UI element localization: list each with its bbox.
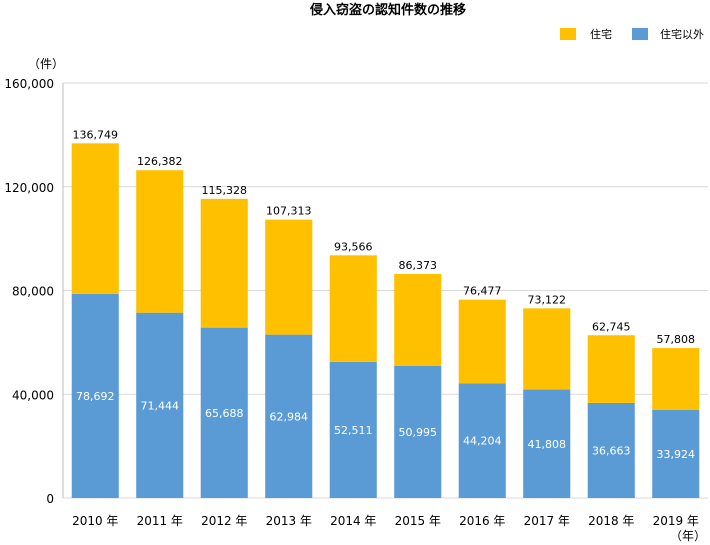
segment-label: 36,663 (592, 444, 631, 457)
segment-label: 50,995 (399, 426, 438, 439)
total-label: 93,566 (334, 240, 373, 253)
total-label: 73,122 (528, 293, 567, 306)
x-axis-unit: （年） (670, 529, 706, 543)
y-tick-label: 80,000 (12, 285, 54, 299)
total-label: 86,373 (399, 259, 438, 272)
bar-segment (523, 308, 571, 390)
segment-label: 71,444 (141, 399, 180, 412)
legend: 住宅 住宅以外 (560, 27, 704, 41)
x-axis-ticks: 2010 年 2011 年 2012 年 2013 年 2014 年 2015 年 2016… (72, 514, 699, 528)
x-tick-label: 2015 年 (395, 514, 441, 528)
bar-segment (71, 293, 119, 498)
segment-label: 65,688 (205, 407, 244, 420)
y-tick-label: 40,000 (12, 388, 54, 402)
segment-label: 78,692 (76, 390, 115, 403)
legend-swatch-non-residential (632, 28, 648, 40)
legend-label-non-residential: 住宅以外 (660, 27, 704, 41)
segment-label: 33,924 (657, 448, 696, 461)
segment-label: 44,204 (463, 435, 502, 448)
total-label: 115,328 (202, 184, 248, 197)
data-labels: 136,749 78,692 126,382 71,444 115,328 65,688 1… (73, 128, 696, 461)
total-label: 62,745 (592, 320, 631, 333)
total-label: 126,382 (137, 155, 183, 168)
x-tick-label: 2013 年 (266, 514, 312, 528)
legend-label-residential: 住宅 (590, 27, 612, 41)
y-tick-label: 160,000 (4, 77, 54, 91)
bar-segment (265, 219, 313, 335)
bar-segment (458, 299, 506, 384)
x-tick-label: 2018 年 (588, 514, 634, 528)
bar-segment (523, 389, 571, 498)
y-axis-ticks: 0 40,000 80,000 120,000 160,000 (4, 77, 54, 506)
x-tick-label: 2010 年 (72, 514, 118, 528)
segment-label: 52,511 (334, 424, 373, 437)
y-axis-unit: （件） (28, 57, 64, 71)
segment-label: 62,984 (270, 410, 309, 423)
y-tick-label: 0 (46, 492, 54, 506)
bar-segment (136, 170, 184, 313)
bar-segment (394, 365, 442, 498)
segment-label: 41,808 (528, 438, 567, 451)
x-tick-label: 2012 年 (201, 514, 247, 528)
total-label: 57,808 (657, 333, 696, 346)
x-tick-label: 2016 年 (459, 514, 505, 528)
bar-segment (329, 361, 377, 498)
bar-segment (200, 327, 248, 498)
bar-segment (394, 273, 442, 366)
bar-segment (329, 255, 377, 362)
total-label: 136,749 (73, 128, 119, 141)
total-label: 107,313 (266, 205, 312, 218)
bar-segment (136, 312, 184, 498)
y-tick-label: 120,000 (4, 181, 54, 195)
bar-segment (587, 335, 635, 403)
bars (71, 143, 700, 498)
x-tick-label: 2014 年 (330, 514, 376, 528)
bar-segment (200, 198, 248, 328)
x-tick-label: 2011 年 (137, 514, 183, 528)
total-label: 76,477 (463, 285, 502, 298)
bar-segment (587, 402, 635, 498)
chart-title: 侵入窃盗の認知件数の推移 (309, 2, 466, 18)
bar-segment (458, 383, 506, 498)
bar-segment (265, 334, 313, 498)
legend-swatch-residential (560, 28, 576, 40)
bar-segment (652, 348, 700, 411)
x-tick-label: 2017 年 (524, 514, 570, 528)
bar-segment (71, 143, 119, 294)
bar-segment (652, 410, 700, 498)
x-tick-label: 2019 年 (653, 514, 699, 528)
